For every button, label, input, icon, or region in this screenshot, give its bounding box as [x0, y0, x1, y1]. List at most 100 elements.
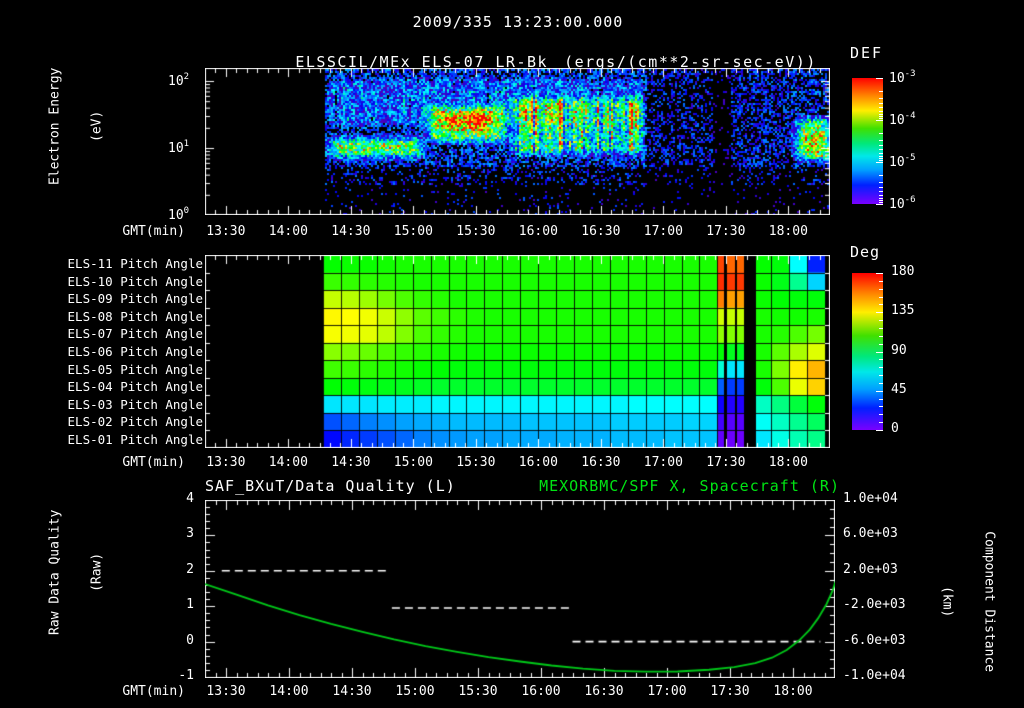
def-cbar-minor-tick: [879, 197, 883, 199]
bottom-right-y-tick-label: 2.0e+03: [843, 561, 898, 577]
row-label-els-05: ELS-05 Pitch Angle: [67, 361, 203, 377]
x-tick-label: 14:00: [268, 455, 308, 470]
x-tick-label: 13:30: [206, 684, 246, 699]
row-label-els-11: ELS-11 Pitch Angle: [67, 256, 203, 272]
deg-cbar-minor-tick: [879, 414, 883, 416]
x-tick-label: 17:00: [647, 684, 687, 699]
x-tick-label: 16:00: [521, 684, 561, 699]
def-cbar-minor-tick: [879, 113, 883, 115]
quality-distance-plot: [205, 500, 835, 678]
deg-cbar-tick: [876, 312, 883, 314]
deg-cbar-tick-label: 90: [891, 342, 907, 358]
gmt-axis-label: GMT(min): [122, 684, 185, 699]
deg-colorbar-title: Deg: [850, 243, 881, 261]
row-label-els-06: ELS-06 Pitch Angle: [67, 344, 203, 359]
x-tick-label: 16:30: [584, 684, 624, 699]
deg-cbar-minor-tick: [879, 375, 883, 377]
x-tick-label: 15:00: [393, 455, 433, 470]
dataset-units: (ergs/(cm**2-sr-sec-eV)): [564, 53, 817, 71]
def-cbar-minor-tick: [879, 202, 883, 204]
deg-cbar-minor-tick: [879, 406, 883, 408]
x-tick-label: 15:00: [395, 684, 435, 699]
def-cbar-minor-tick: [879, 149, 883, 151]
def-colorbar-title: DEF: [850, 44, 884, 62]
bottom-left-y-label-line2: (Raw): [89, 552, 105, 592]
gmt-axis-label: GMT(min): [122, 224, 185, 239]
def-cbar-tick-label: 10-5: [889, 153, 916, 170]
deg-cbar-minor-tick: [879, 367, 883, 369]
x-tick-label: 16:00: [518, 455, 558, 470]
bottom-right-y-tick-label: 1.0e+04: [843, 491, 898, 506]
def-colorbar: [852, 78, 883, 204]
bottom-right-y-tick-label: -2.0e+03: [843, 597, 906, 613]
deg-cbar-tick-label: 180: [891, 264, 915, 279]
row-label-els-07: ELS-07 Pitch Angle: [67, 326, 203, 342]
deg-cbar-tick-label: 135: [891, 303, 915, 319]
def-cbar-minor-tick: [879, 145, 883, 147]
def-cbar-minor-tick: [879, 155, 883, 157]
deg-cbar-minor-tick: [879, 359, 883, 361]
deg-cbar-tick: [876, 273, 883, 274]
x-tick-label: 16:30: [581, 224, 621, 239]
def-cbar-minor-tick: [879, 199, 883, 201]
deg-cbar-minor-tick: [879, 422, 883, 424]
def-cbar-minor-tick: [879, 140, 883, 141]
top-y-axis-label-line2: (eV): [89, 110, 105, 142]
page-title-datetime: 2009/335 13:23:00.000: [412, 13, 624, 31]
deg-cbar-minor-tick: [879, 296, 883, 298]
deg-cbar-tick: [876, 390, 883, 392]
bottom-left-y-tick-label: 3: [186, 526, 194, 542]
bottom-left-y-label-line1: Raw Data Quality: [47, 509, 63, 635]
x-tick-label: 14:30: [332, 684, 372, 699]
def-cbar-minor-tick: [879, 90, 883, 92]
deg-cbar-minor-tick: [879, 288, 883, 290]
top-y-tick-label: 100: [168, 206, 190, 223]
x-tick-label: 17:00: [643, 224, 683, 239]
bottom-right-y-tick-label: -6.0e+03: [843, 632, 906, 648]
def-cbar-tick: [876, 204, 883, 205]
def-cbar-minor-tick: [879, 174, 883, 176]
bottom-right-y-tick-label: 6.0e+03: [843, 526, 898, 542]
def-cbar-minor-tick: [879, 110, 883, 112]
deg-cbar-minor-tick: [879, 280, 883, 282]
def-cbar-minor-tick: [879, 191, 883, 193]
x-tick-label: 14:30: [331, 455, 371, 470]
x-tick-label: 16:00: [518, 224, 558, 239]
row-label-els-02: ELS-02 Pitch Angle: [67, 414, 203, 430]
def-cbar-tick: [876, 162, 883, 163]
deg-cbar-minor-tick: [879, 382, 883, 384]
bottom-left-y-tick-label: -1: [178, 668, 194, 683]
x-tick-label: 15:00: [393, 224, 433, 239]
deg-cbar-minor-tick: [879, 343, 883, 345]
def-cbar-tick: [876, 78, 883, 79]
def-cbar-minor-tick: [879, 98, 883, 99]
x-tick-label: 14:30: [331, 224, 371, 239]
def-cbar-minor-tick: [879, 152, 883, 154]
x-tick-label: 17:30: [706, 224, 746, 239]
def-cbar-minor-tick: [879, 103, 883, 105]
deg-cbar-minor-tick: [879, 398, 883, 400]
page-title-dataset: ELSSCIL/MEx ELS-07 LR-Bk (ergs/(cm**2-sr-…: [205, 35, 865, 89]
x-tick-label: 15:30: [456, 455, 496, 470]
bottom-left-y-tick-label: 1: [186, 597, 194, 613]
row-label-els-09: ELS-09 Pitch Angle: [67, 291, 203, 307]
row-label-els-01: ELS-01 Pitch Angle: [67, 431, 203, 447]
dataset-name: ELSSCIL/MEx ELS-07 LR-Bk: [295, 53, 549, 71]
x-tick-label: 16:30: [581, 455, 621, 470]
deg-cbar-tick-label: 45: [891, 381, 907, 397]
top-y-axis-label-line1: Electron Energy: [47, 67, 63, 186]
x-tick-label: 18:00: [773, 684, 813, 699]
bottom-right-y-axis-label: Component Distance (km): [916, 500, 1021, 672]
x-tick-label: 17:30: [706, 455, 746, 470]
gmt-axis-label: GMT(min): [122, 455, 185, 470]
x-tick-label: 17:30: [710, 684, 750, 699]
bottom-left-y-axis-label: Raw Data Quality (Raw): [24, 510, 129, 667]
pitch-angle-heatmap: [205, 255, 830, 448]
x-tick-label: 15:30: [458, 684, 498, 699]
deg-cbar-minor-tick: [879, 304, 883, 306]
row-label-els-03: ELS-03 Pitch Angle: [67, 396, 203, 412]
def-cbar-tick-label: 10-4: [889, 111, 916, 128]
bottom-right-y-label-line1: Component Distance: [981, 531, 997, 673]
row-label-els-04: ELS-04 Pitch Angle: [67, 379, 203, 395]
def-cbar-minor-tick: [879, 194, 883, 196]
